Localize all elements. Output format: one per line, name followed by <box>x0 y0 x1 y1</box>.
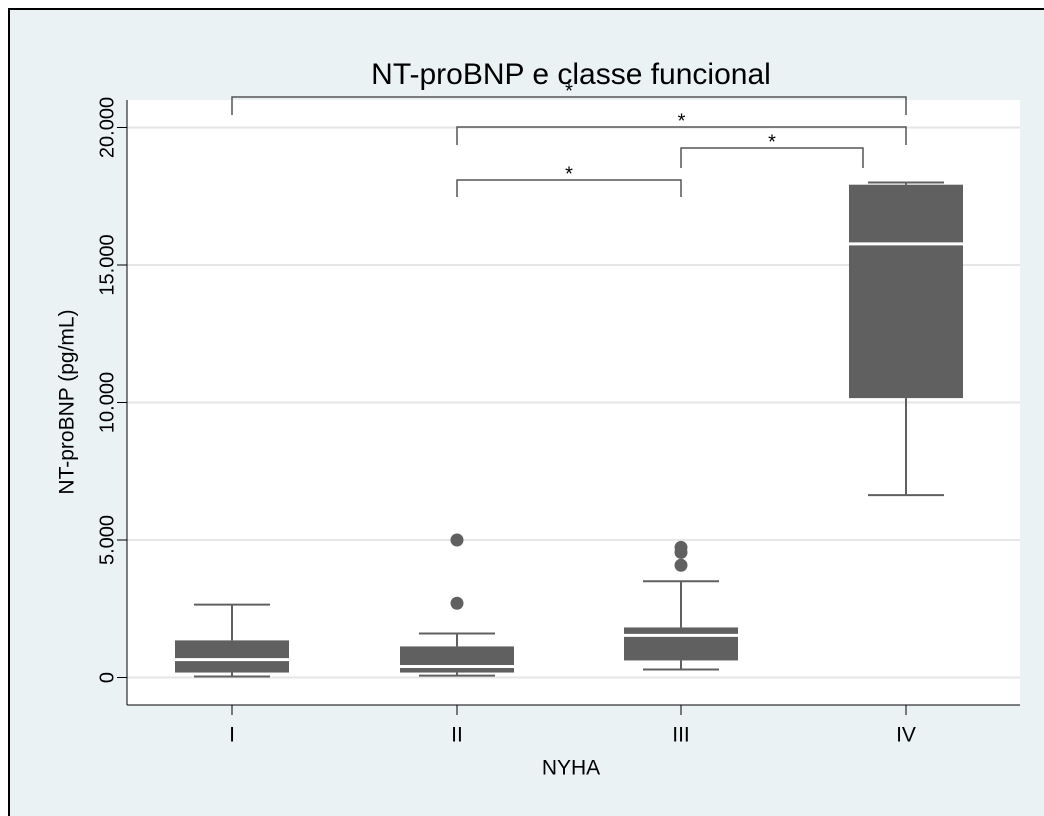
significance-label: * <box>565 80 573 102</box>
box <box>624 627 738 661</box>
significance-bracket <box>680 147 864 168</box>
significance-bracket <box>456 179 682 197</box>
significance-label: * <box>678 110 686 132</box>
outlier <box>674 540 688 554</box>
significance-label: * <box>565 163 573 185</box>
x-axis-label: NYHA <box>542 757 600 780</box>
x-tick-label: I <box>229 724 235 747</box>
outlier <box>450 596 464 610</box>
box <box>175 640 289 673</box>
significance-bracket <box>456 126 907 145</box>
significance-bracket <box>231 96 907 115</box>
chart-title: NT-proBNP e classe funcional <box>371 58 771 91</box>
box <box>849 184 963 399</box>
outlier <box>674 558 688 572</box>
significance-label: * <box>768 131 776 153</box>
y-tick-label: 0 <box>96 672 118 683</box>
x-tick-label: III <box>672 724 690 747</box>
y-tick-label: 15.000 <box>96 234 118 295</box>
y-tick-label: 20.000 <box>96 97 118 158</box>
y-tick-label: 10.000 <box>96 372 118 433</box>
x-tick-label: II <box>451 724 463 747</box>
box <box>400 646 514 673</box>
outlier <box>450 533 464 547</box>
x-tick-label: IV <box>896 724 916 747</box>
y-axis-label: NT-proBNP (pg/mL) <box>56 309 79 494</box>
y-tick-label: 5.000 <box>96 515 118 565</box>
